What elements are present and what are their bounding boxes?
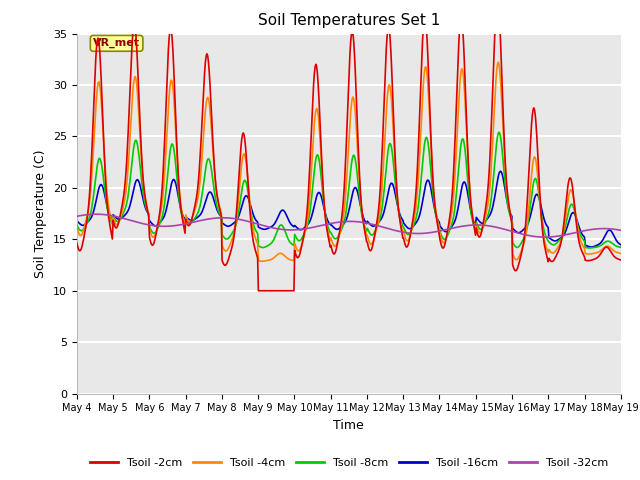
Tsoil -4cm [416, 155, 424, 161]
Tsoil -4cm [223, 248, 230, 253]
Tsoil -8cm [83, 221, 90, 227]
Tsoil -16cm [73, 218, 81, 224]
Tsoil -4cm [139, 173, 147, 179]
Y-axis label: Soil Temperature (C): Soil Temperature (C) [35, 149, 47, 278]
Tsoil -8cm [431, 205, 438, 211]
Tsoil -2cm [617, 257, 625, 263]
Line: Tsoil -2cm: Tsoil -2cm [77, 0, 621, 291]
Tsoil -2cm [83, 219, 90, 225]
Tsoil -2cm [223, 261, 230, 267]
Tsoil -16cm [139, 194, 147, 200]
Tsoil -8cm [223, 236, 230, 242]
Tsoil -32cm [140, 221, 147, 227]
Tsoil -8cm [139, 186, 147, 192]
Tsoil -4cm [83, 215, 90, 221]
Tsoil -8cm [73, 222, 81, 228]
Tsoil -4cm [73, 224, 81, 230]
Tsoil -32cm [416, 230, 424, 236]
Tsoil -32cm [195, 218, 202, 224]
Tsoil -2cm [493, 0, 501, 1]
Legend: Tsoil -2cm, Tsoil -4cm, Tsoil -8cm, Tsoil -16cm, Tsoil -32cm: Tsoil -2cm, Tsoil -4cm, Tsoil -8cm, Tsoi… [85, 453, 612, 472]
Tsoil -2cm [255, 288, 262, 294]
Tsoil -8cm [586, 245, 594, 251]
Tsoil -2cm [431, 207, 439, 213]
Tsoil -8cm [495, 129, 503, 135]
Title: Soil Temperatures Set 1: Soil Temperatures Set 1 [258, 13, 440, 28]
Tsoil -32cm [93, 211, 100, 217]
Tsoil -4cm [494, 60, 502, 65]
Tsoil -16cm [223, 223, 230, 229]
Tsoil -16cm [588, 244, 595, 250]
Tsoil -4cm [431, 205, 439, 211]
Tsoil -8cm [617, 244, 625, 250]
Tsoil -32cm [223, 215, 231, 221]
Tsoil -32cm [541, 234, 549, 240]
Line: Tsoil -4cm: Tsoil -4cm [77, 62, 621, 261]
Tsoil -8cm [194, 210, 202, 216]
Tsoil -2cm [416, 114, 424, 120]
Tsoil -16cm [83, 220, 90, 226]
Line: Tsoil -16cm: Tsoil -16cm [77, 171, 621, 247]
Tsoil -8cm [415, 200, 422, 205]
Tsoil -4cm [259, 258, 266, 264]
Tsoil -16cm [431, 206, 438, 212]
Tsoil -4cm [617, 251, 625, 256]
Tsoil -32cm [617, 228, 625, 233]
Tsoil -4cm [194, 195, 202, 201]
Tsoil -2cm [194, 184, 202, 190]
Tsoil -16cm [497, 168, 504, 174]
Tsoil -32cm [431, 229, 439, 235]
Line: Tsoil -32cm: Tsoil -32cm [77, 214, 621, 237]
Tsoil -2cm [139, 169, 147, 175]
Tsoil -16cm [415, 215, 422, 220]
X-axis label: Time: Time [333, 419, 364, 432]
Tsoil -16cm [617, 242, 625, 248]
Tsoil -16cm [194, 214, 202, 220]
Line: Tsoil -8cm: Tsoil -8cm [77, 132, 621, 248]
Text: VR_met: VR_met [93, 38, 140, 48]
Tsoil -2cm [73, 240, 81, 246]
Tsoil -32cm [83, 212, 90, 217]
Tsoil -32cm [73, 214, 81, 219]
